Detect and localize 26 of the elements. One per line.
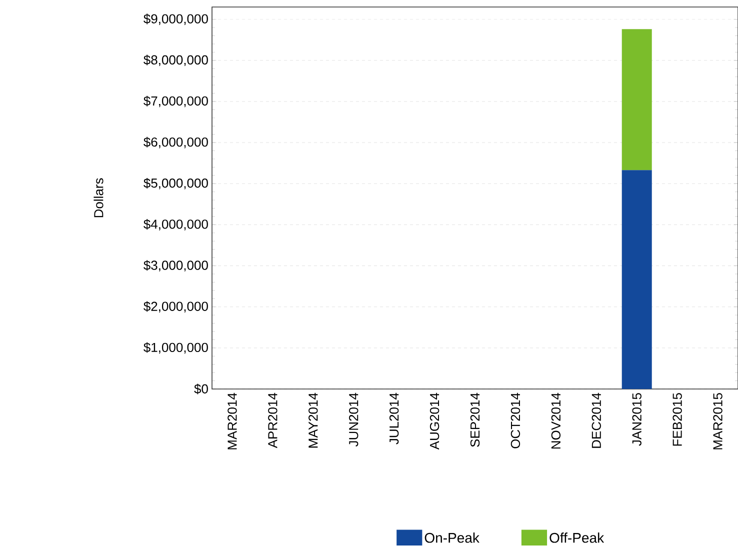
y-tick-label: $1,000,000	[144, 342, 208, 354]
x-tick-label: OCT2014	[510, 392, 520, 448]
x-tick-label: JUN2014	[349, 392, 358, 447]
x-tick-label: MAY2014	[308, 392, 318, 448]
x-tick-label: JAN2015	[632, 393, 642, 446]
y-tick-label: $7,000,000	[144, 96, 208, 108]
legend-label: Off-Peak	[550, 532, 604, 543]
x-tick-label: MAR2014	[228, 392, 237, 450]
x-tick-label: APR2014	[268, 392, 278, 448]
x-tick-label: FEB2015	[672, 393, 682, 446]
x-tick-label: SEP2014	[470, 392, 480, 447]
legend-label: On-Peak	[424, 532, 480, 543]
y-tick-label: $3,000,000	[144, 260, 208, 272]
y-tick-label: $6,000,000	[144, 136, 208, 148]
y-tick-label: $8,000,000	[144, 54, 208, 66]
y-tick-label: $5,000,000	[144, 178, 208, 190]
y-axis-title: Dollars	[94, 178, 104, 218]
y-tick-label: $4,000,000	[144, 219, 208, 230]
y-tick-label: $9,000,000	[144, 14, 208, 25]
y-tick-label: $2,000,000	[144, 301, 208, 312]
y-tick-label: $0	[194, 384, 208, 394]
x-tick-label: AUG2014	[430, 392, 440, 450]
x-tick-label: MAR2015	[713, 393, 722, 450]
x-tick-label: JUL2014	[389, 392, 399, 444]
x-tick-label: DEC2014	[592, 392, 601, 448]
x-tick-label: NOV2014	[551, 392, 561, 449]
